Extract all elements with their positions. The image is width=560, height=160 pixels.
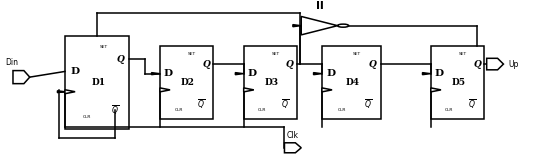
Text: D1: D1	[91, 78, 105, 87]
Text: D3: D3	[264, 78, 278, 87]
Polygon shape	[487, 58, 503, 70]
Text: $\overline{Q}$: $\overline{Q}$	[468, 98, 476, 111]
Polygon shape	[57, 91, 65, 93]
Text: Up: Up	[508, 60, 519, 69]
Text: CLR: CLR	[174, 108, 183, 112]
Text: $\overline{Q}$: $\overline{Q}$	[111, 104, 119, 117]
Text: $\overline{Q}$: $\overline{Q}$	[363, 98, 372, 111]
Text: Clk: Clk	[287, 131, 299, 140]
Text: D4: D4	[346, 78, 360, 87]
Text: CLR: CLR	[258, 108, 267, 112]
Bar	[244, 46, 297, 119]
Text: D: D	[71, 67, 80, 76]
Text: D2: D2	[180, 78, 194, 87]
Polygon shape	[301, 16, 338, 35]
Polygon shape	[422, 73, 431, 75]
Text: Q: Q	[369, 60, 377, 69]
Text: CLR: CLR	[445, 108, 454, 112]
Polygon shape	[322, 88, 332, 92]
Polygon shape	[431, 88, 441, 92]
Text: $\overline{Q}$: $\overline{Q}$	[281, 98, 289, 111]
Text: D: D	[435, 69, 444, 78]
Text: SET: SET	[272, 52, 279, 56]
Bar	[65, 36, 129, 129]
Text: D: D	[164, 69, 173, 78]
Text: Q: Q	[202, 60, 210, 69]
Text: Q: Q	[117, 55, 125, 64]
Polygon shape	[284, 143, 301, 153]
Polygon shape	[160, 88, 170, 92]
Text: Il: Il	[315, 1, 323, 11]
Text: D: D	[248, 69, 256, 78]
Polygon shape	[314, 73, 322, 75]
Text: Din: Din	[5, 58, 18, 67]
Bar	[431, 46, 484, 119]
Bar	[160, 46, 213, 119]
Text: CLR: CLR	[83, 115, 92, 119]
Text: Q: Q	[286, 60, 294, 69]
Text: CLR: CLR	[338, 108, 347, 112]
Text: Q: Q	[473, 60, 481, 69]
Circle shape	[338, 24, 349, 27]
Text: D5: D5	[451, 78, 465, 87]
Text: SET: SET	[100, 44, 108, 48]
Bar	[322, 46, 381, 119]
Polygon shape	[293, 25, 301, 27]
Polygon shape	[13, 71, 30, 84]
Polygon shape	[235, 73, 244, 75]
Polygon shape	[65, 90, 75, 94]
Text: SET: SET	[459, 52, 466, 56]
Text: D: D	[326, 69, 336, 78]
Text: SET: SET	[353, 52, 361, 56]
Text: SET: SET	[188, 52, 196, 56]
Polygon shape	[244, 88, 254, 92]
Polygon shape	[152, 73, 160, 75]
Text: $\overline{Q}$: $\overline{Q}$	[197, 98, 206, 111]
